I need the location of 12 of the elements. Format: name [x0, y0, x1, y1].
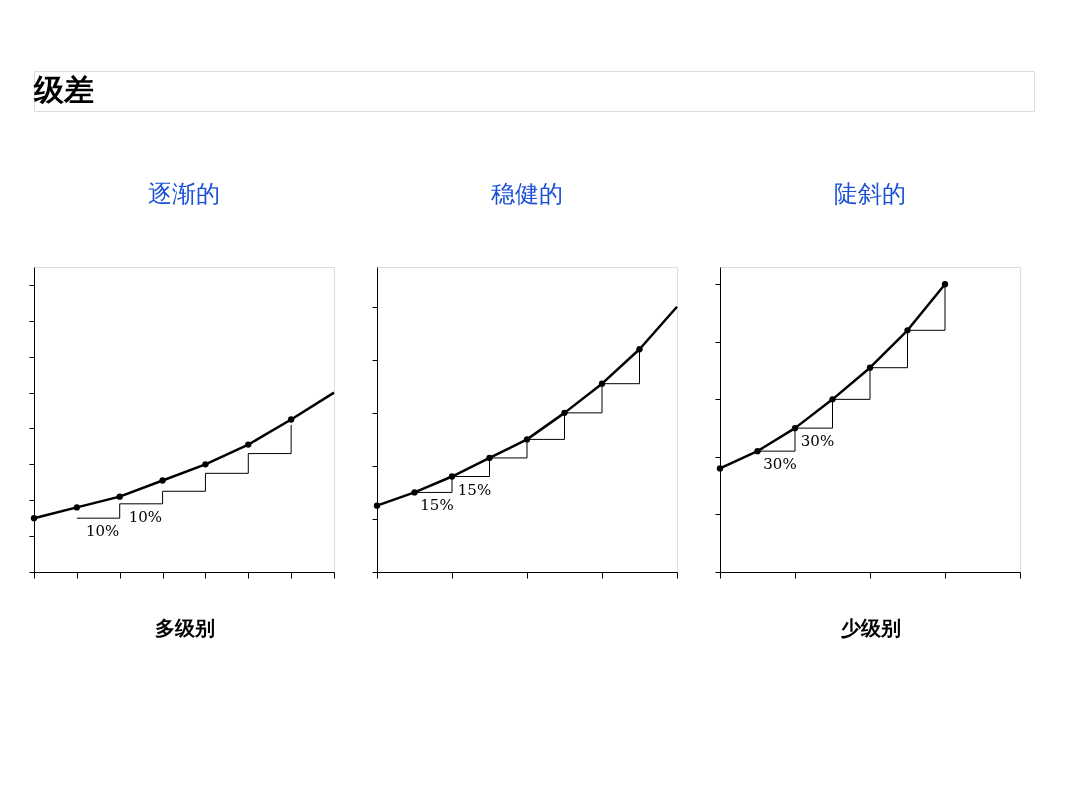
annotation: 10%: [85, 522, 120, 541]
x-axis-title: 少级别: [840, 616, 901, 640]
annotation: 30%: [800, 432, 835, 451]
x-axis-title: 多级别: [154, 616, 215, 640]
annotation: 15%: [420, 496, 454, 515]
chart-title: 陡斜的: [834, 180, 906, 208]
chart-title: 稳健的: [491, 180, 563, 208]
annotation: 15%: [457, 480, 492, 499]
chart-title: 逐渐的: [148, 180, 220, 208]
text: 级差: [33, 72, 94, 107]
annotation: 10%: [128, 507, 163, 526]
annotation: 30%: [763, 455, 797, 474]
